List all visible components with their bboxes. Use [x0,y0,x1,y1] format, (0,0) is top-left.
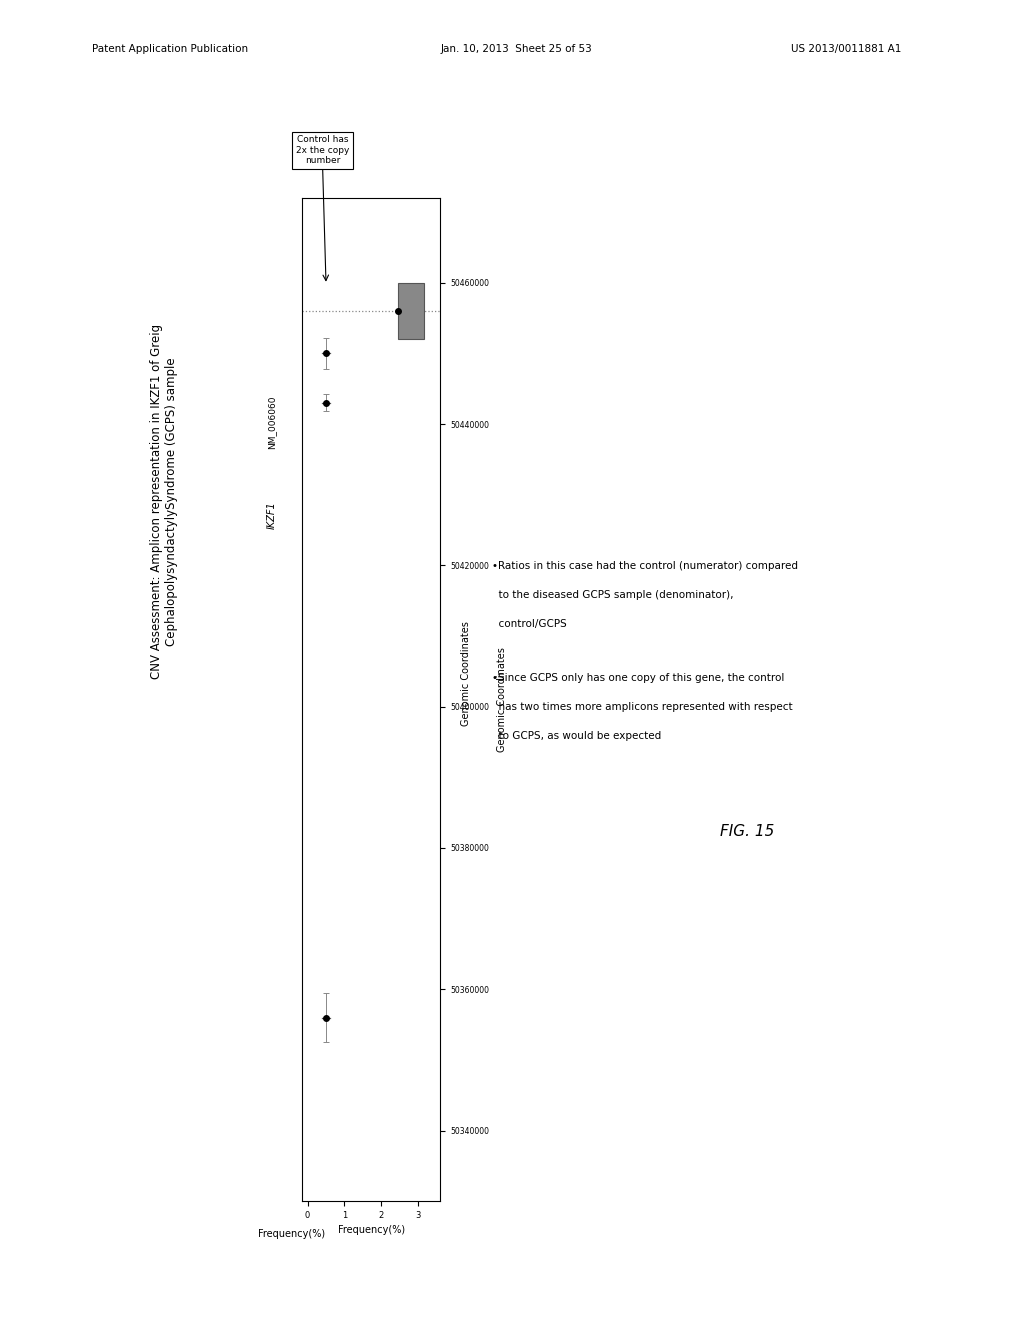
Text: Frequency(%): Frequency(%) [258,1229,326,1239]
Text: IKZF1: IKZF1 [266,500,276,529]
Text: to the diseased GCPS sample (denominator),: to the diseased GCPS sample (denominator… [492,590,733,601]
Text: •Ratios in this case had the control (numerator) compared: •Ratios in this case had the control (nu… [492,561,798,572]
Text: Control has
2x the copy
number: Control has 2x the copy number [296,135,349,165]
Text: to GCPS, as would be expected: to GCPS, as would be expected [492,731,660,742]
Y-axis label: Genomic Coordinates: Genomic Coordinates [498,647,507,752]
Bar [398,282,424,339]
Text: •Since GCPS only has one copy of this gene, the control: •Since GCPS only has one copy of this ge… [492,673,784,684]
Text: US 2013/0011881 A1: US 2013/0011881 A1 [791,44,901,54]
Text: NM_006060: NM_006060 [267,396,275,449]
Text: control/GCPS: control/GCPS [492,619,566,630]
X-axis label: Frequency(%): Frequency(%) [338,1225,404,1236]
Text: FIG. 15: FIG. 15 [720,824,775,840]
Text: Jan. 10, 2013  Sheet 25 of 53: Jan. 10, 2013 Sheet 25 of 53 [440,44,592,54]
Text: CNV Assessment: Amplicon representation in IKZF1 of Greig
CephalopolysyndactylyS: CNV Assessment: Amplicon representation … [150,323,178,680]
Text: Patent Application Publication: Patent Application Publication [92,44,248,54]
Text: has two times more amplicons represented with respect: has two times more amplicons represented… [492,702,793,713]
Text: Genomic Coordinates: Genomic Coordinates [461,620,471,726]
